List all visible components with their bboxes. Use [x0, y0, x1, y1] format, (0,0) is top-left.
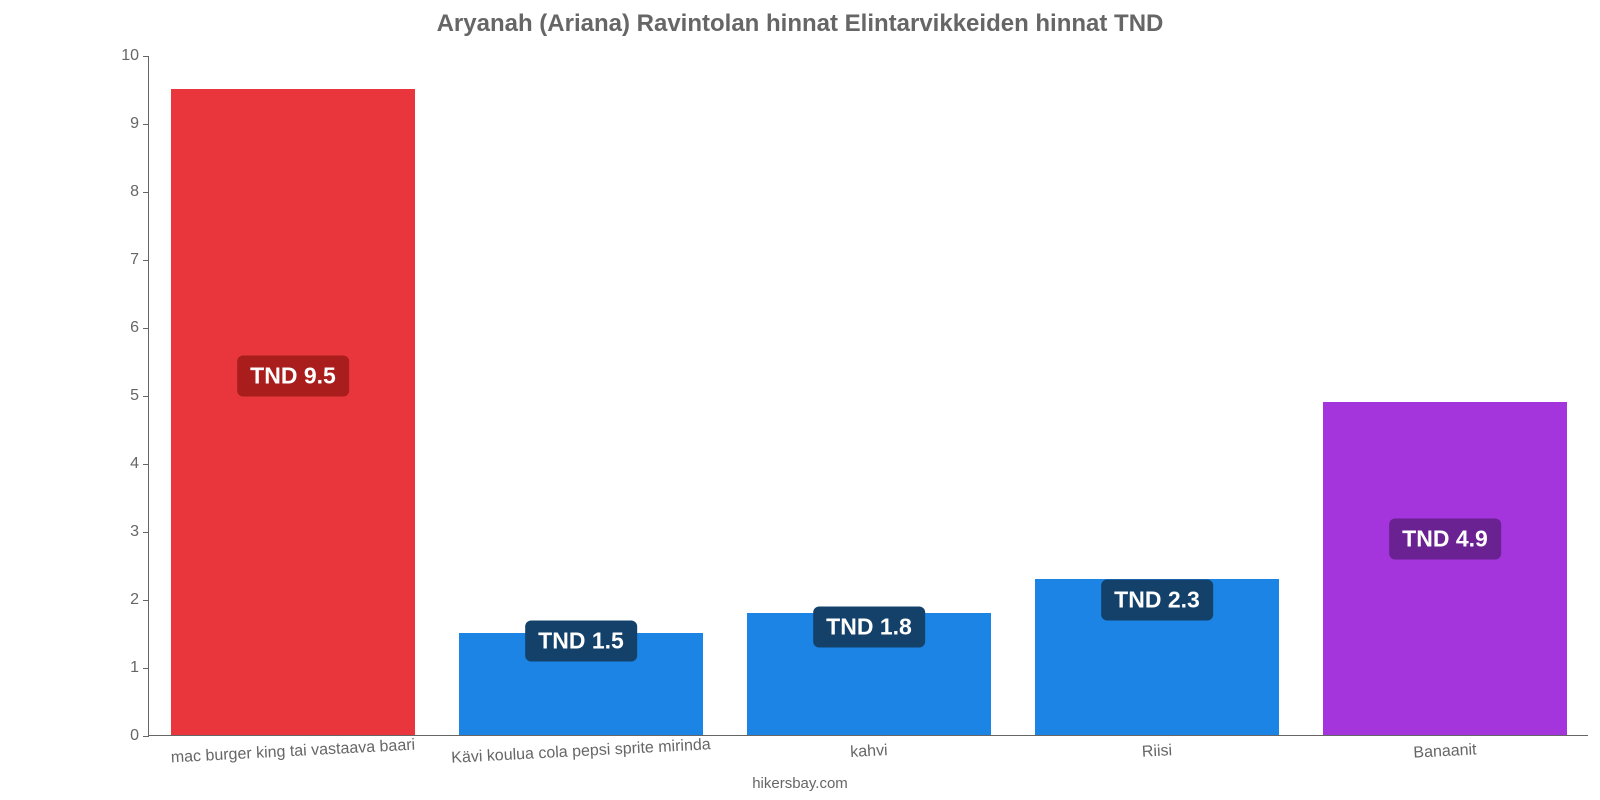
y-tick-label: 0 — [130, 727, 139, 745]
y-tick-label: 1 — [130, 659, 139, 677]
y-tick-mark — [143, 736, 149, 737]
y-tick-label: 10 — [121, 47, 139, 65]
x-axis-label: mac burger king tai vastaava baari — [170, 737, 415, 768]
y-tick-label: 7 — [130, 251, 139, 269]
y-tick-mark — [143, 600, 149, 601]
bar-value-label: TND 1.5 — [525, 620, 637, 661]
y-tick-mark — [143, 124, 149, 125]
y-tick-mark — [143, 396, 149, 397]
chart-title: Aryanah (Ariana) Ravintolan hinnat Elint… — [0, 10, 1600, 38]
y-tick-label: 5 — [130, 387, 139, 405]
y-tick-label: 3 — [130, 523, 139, 541]
bar-value-label: TND 1.8 — [813, 607, 925, 648]
y-tick-mark — [143, 532, 149, 533]
bar-value-label: TND 4.9 — [1389, 518, 1501, 559]
y-tick-label: 4 — [130, 455, 139, 473]
watermark: hikersbay.com — [0, 775, 1600, 792]
y-tick-mark — [143, 328, 149, 329]
x-axis-label: Riisi — [1141, 742, 1172, 762]
y-tick-label: 6 — [130, 319, 139, 337]
y-tick-mark — [143, 668, 149, 669]
y-tick-mark — [143, 192, 149, 193]
y-tick-label: 8 — [130, 183, 139, 201]
bar-value-label: TND 9.5 — [237, 355, 349, 396]
x-axis-label: Banaanit — [1413, 741, 1477, 762]
bar — [1323, 402, 1568, 735]
y-tick-label: 2 — [130, 591, 139, 609]
y-tick-mark — [143, 260, 149, 261]
bar — [171, 89, 416, 735]
x-axis-label: Kävi koulua cola pepsi sprite mirinda — [451, 736, 711, 768]
y-tick-mark — [143, 464, 149, 465]
plot-area: 012345678910TND 9.5mac burger king tai v… — [148, 56, 1588, 736]
y-tick-label: 9 — [130, 115, 139, 133]
bar-value-label: TND 2.3 — [1101, 580, 1213, 621]
x-axis-label: kahvi — [850, 742, 888, 762]
y-tick-mark — [143, 56, 149, 57]
